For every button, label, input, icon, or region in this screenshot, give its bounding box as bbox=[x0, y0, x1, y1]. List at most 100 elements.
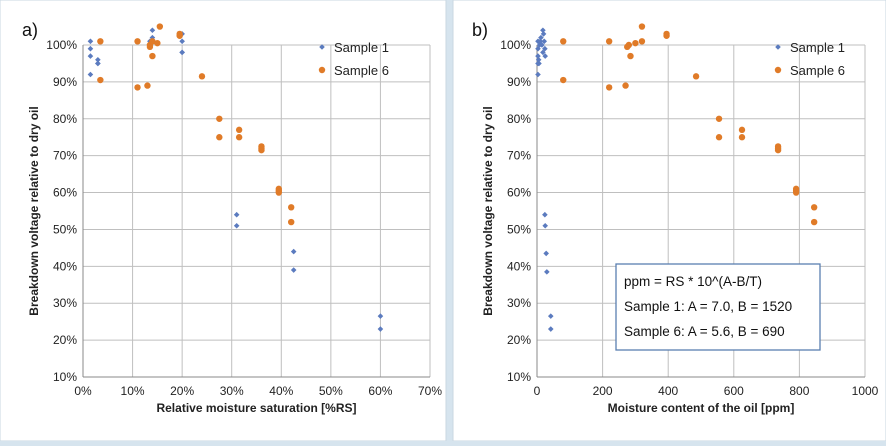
data-point bbox=[288, 204, 295, 211]
data-point bbox=[544, 269, 550, 275]
data-point bbox=[87, 53, 94, 59]
data-point bbox=[179, 38, 185, 45]
data-point bbox=[179, 49, 185, 56]
data-point bbox=[288, 218, 295, 226]
annotation-line: ppm = RS * 10^(A-B/T) bbox=[624, 274, 762, 289]
panel-background bbox=[0, 0, 447, 442]
data-point bbox=[87, 38, 94, 45]
data-point bbox=[535, 71, 541, 78]
data-point bbox=[95, 56, 101, 63]
data-point bbox=[543, 250, 549, 257]
data-point bbox=[235, 126, 243, 134]
x-tick-label: 60% bbox=[368, 384, 392, 398]
data-point bbox=[625, 41, 633, 49]
data-point bbox=[638, 38, 646, 45]
annotation-box bbox=[615, 263, 821, 351]
y-axis-label: Breakdown voltage relative to dry oil bbox=[481, 106, 495, 315]
data-point bbox=[622, 82, 629, 89]
data-point bbox=[542, 222, 548, 229]
data-point bbox=[290, 248, 297, 255]
data-point bbox=[539, 42, 545, 48]
data-point bbox=[134, 84, 141, 91]
x-tick-label: 30% bbox=[220, 384, 244, 398]
x-tick-label: 800 bbox=[789, 384, 809, 398]
data-point bbox=[95, 60, 101, 67]
data-point bbox=[542, 45, 548, 52]
series-sample-6 bbox=[97, 23, 295, 226]
data-point bbox=[540, 49, 546, 56]
data-point bbox=[216, 134, 223, 141]
y-tick-label: 30% bbox=[53, 296, 77, 310]
y-axis-label: Breakdown voltage relative to dry oil bbox=[27, 106, 41, 315]
x-tick-label: 1000 bbox=[852, 384, 879, 398]
x-axis-label: Moisture content of the oil [ppm] bbox=[608, 401, 795, 415]
data-point bbox=[87, 71, 94, 78]
y-tick-label: 90% bbox=[507, 75, 531, 89]
legend-marker bbox=[774, 66, 782, 74]
data-point bbox=[198, 73, 206, 80]
panel-label: a) bbox=[22, 20, 38, 40]
data-point bbox=[377, 313, 384, 319]
data-point bbox=[235, 134, 243, 141]
data-point bbox=[154, 39, 161, 47]
y-tick-label: 60% bbox=[507, 186, 531, 200]
y-tick-label: 20% bbox=[53, 333, 77, 347]
y-tick-label: 30% bbox=[507, 296, 531, 310]
data-point bbox=[540, 31, 547, 37]
data-point bbox=[538, 34, 544, 41]
data-point bbox=[605, 38, 613, 45]
data-point bbox=[149, 27, 156, 34]
data-point bbox=[377, 326, 384, 332]
data-point bbox=[774, 146, 782, 154]
data-point bbox=[233, 211, 240, 218]
data-point bbox=[149, 38, 156, 45]
x-axis-label: Relative moisture saturation [%RS] bbox=[156, 401, 356, 415]
data-point bbox=[560, 76, 567, 84]
data-point bbox=[542, 53, 548, 59]
y-tick-label: 80% bbox=[507, 112, 531, 126]
data-point bbox=[810, 218, 818, 226]
x-tick-label: 0% bbox=[74, 384, 92, 398]
y-tick-label: 70% bbox=[53, 149, 77, 163]
data-point bbox=[541, 38, 548, 45]
data-point bbox=[692, 73, 700, 80]
legend-marker bbox=[318, 66, 326, 74]
data-point bbox=[149, 52, 156, 60]
panel-label: b) bbox=[472, 20, 488, 40]
data-point bbox=[233, 222, 240, 229]
legend-marker bbox=[319, 44, 325, 50]
data-point bbox=[715, 134, 723, 141]
data-point bbox=[605, 84, 613, 91]
legend-marker bbox=[775, 44, 781, 50]
legend-label: Sample 1 bbox=[790, 40, 845, 55]
data-point bbox=[627, 52, 634, 60]
x-tick-label: 400 bbox=[658, 384, 678, 398]
x-tick-label: 200 bbox=[593, 384, 613, 398]
series-sample-1 bbox=[535, 27, 554, 332]
data-point bbox=[547, 313, 554, 319]
data-point bbox=[638, 23, 646, 30]
legend-label: Sample 6 bbox=[790, 63, 845, 78]
data-point bbox=[715, 115, 723, 122]
data-point bbox=[663, 32, 670, 39]
y-tick-label: 10% bbox=[53, 370, 77, 384]
data-point bbox=[87, 45, 94, 52]
legend-label: Sample 6 bbox=[334, 63, 389, 78]
data-point bbox=[536, 60, 542, 67]
y-tick-label: 80% bbox=[53, 112, 77, 126]
data-point bbox=[535, 53, 541, 59]
data-point bbox=[144, 82, 151, 89]
data-point bbox=[560, 38, 567, 45]
x-tick-label: 20% bbox=[170, 384, 194, 398]
data-point bbox=[149, 34, 156, 41]
y-tick-label: 40% bbox=[507, 259, 531, 273]
chart-panel-a: 10%20%30%40%50%60%70%80%90%100%0% 10% 20% 3… bbox=[0, 0, 447, 442]
y-tick-label: 90% bbox=[53, 75, 77, 89]
data-point bbox=[97, 38, 104, 45]
data-point bbox=[547, 326, 554, 332]
y-tick-label: 100% bbox=[500, 38, 531, 52]
data-point bbox=[632, 39, 639, 47]
annotation-line: Sample 6: A = 5.6, B = 690 bbox=[624, 324, 785, 339]
